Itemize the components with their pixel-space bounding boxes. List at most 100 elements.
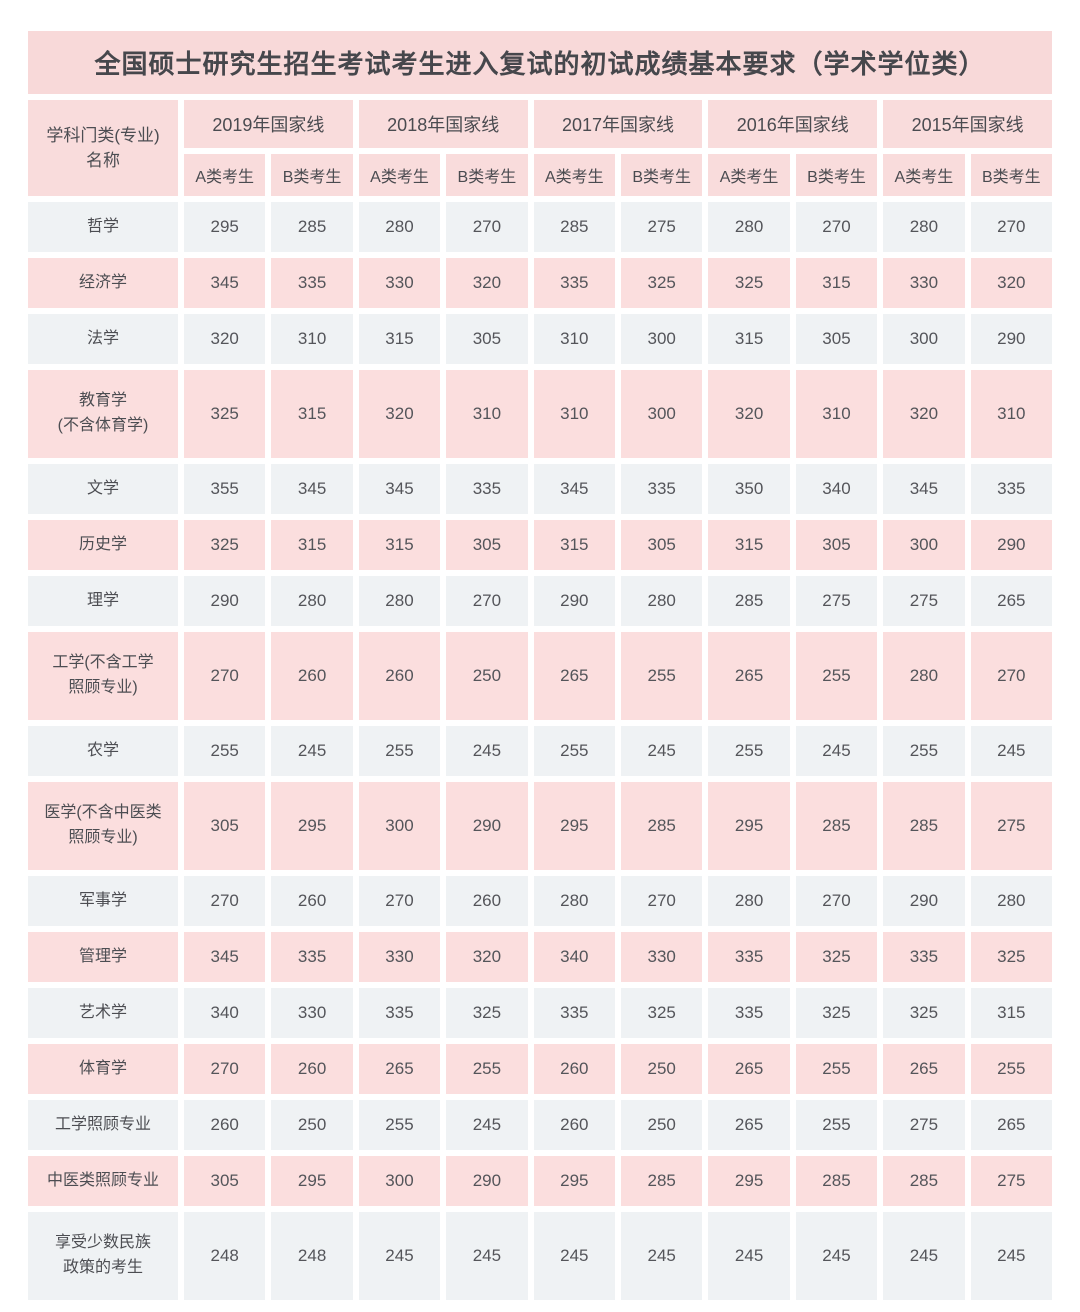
score-cell: 275	[795, 576, 878, 626]
score-cell: 255	[708, 726, 790, 776]
page-title: 全国硕士研究生招生考试考生进入复试的初试成绩基本要求（学术学位类）	[28, 31, 1052, 94]
sub-header-b: B类考生	[970, 154, 1052, 196]
score-cell: 265	[970, 576, 1052, 626]
score-cell: 270	[358, 876, 441, 926]
score-cell: 330	[271, 988, 353, 1038]
sub-header-a: A类考生	[184, 154, 266, 196]
score-cell: 245	[621, 1212, 703, 1300]
score-cell: 265	[708, 1044, 790, 1094]
score-cell: 285	[533, 202, 615, 252]
year-header-2016: 2016年国家线	[708, 100, 878, 148]
score-cell: 248	[271, 1212, 353, 1300]
score-cell: 260	[533, 1044, 615, 1094]
score-cell: 325	[708, 258, 790, 308]
score-cell: 345	[533, 464, 615, 514]
score-cell: 245	[533, 1212, 615, 1300]
score-cell: 315	[795, 258, 878, 308]
score-cell: 325	[795, 932, 878, 982]
score-cell: 340	[184, 988, 266, 1038]
score-cell: 345	[271, 464, 353, 514]
score-cell: 285	[883, 782, 965, 870]
score-cell: 340	[795, 464, 878, 514]
score-cell: 305	[446, 314, 528, 364]
score-cell: 315	[358, 520, 441, 570]
score-cell: 275	[970, 782, 1052, 870]
score-cell: 310	[446, 370, 528, 458]
score-cell: 290	[970, 314, 1052, 364]
sub-header-a: A类考生	[358, 154, 441, 196]
score-cell: 285	[795, 1156, 878, 1206]
score-cell: 315	[271, 370, 353, 458]
score-cell: 310	[271, 314, 353, 364]
score-cell: 345	[358, 464, 441, 514]
score-cell: 245	[795, 726, 878, 776]
row-label: 文学	[28, 464, 178, 514]
score-cell: 265	[883, 1044, 965, 1094]
score-cell: 325	[883, 988, 965, 1038]
score-cell: 245	[621, 726, 703, 776]
score-cell: 280	[621, 576, 703, 626]
score-cell: 290	[970, 520, 1052, 570]
score-cell: 335	[533, 988, 615, 1038]
score-cell: 305	[446, 520, 528, 570]
score-cell: 290	[883, 876, 965, 926]
score-cell: 295	[708, 782, 790, 870]
score-cell: 330	[883, 258, 965, 308]
score-cell: 255	[795, 1044, 878, 1094]
score-cell: 315	[533, 520, 615, 570]
row-label: 体育学	[28, 1044, 178, 1094]
sub-header-b: B类考生	[271, 154, 353, 196]
sub-header-b: B类考生	[446, 154, 528, 196]
row-label: 农学	[28, 726, 178, 776]
score-cell: 355	[184, 464, 266, 514]
score-cell: 255	[795, 1100, 878, 1150]
score-cell: 310	[795, 370, 878, 458]
score-cell: 300	[358, 1156, 441, 1206]
score-cell: 255	[621, 632, 703, 720]
score-cell: 260	[271, 876, 353, 926]
row-label: 工学(不含工学 照顾专业)	[28, 632, 178, 720]
score-cell: 250	[271, 1100, 353, 1150]
score-cell: 275	[621, 202, 703, 252]
score-cell: 270	[795, 202, 878, 252]
sub-header-a: A类考生	[883, 154, 965, 196]
score-cell: 320	[708, 370, 790, 458]
score-cell: 270	[970, 202, 1052, 252]
score-cell: 325	[621, 258, 703, 308]
score-cell: 270	[795, 876, 878, 926]
score-cell: 245	[446, 1100, 528, 1150]
row-label: 历史学	[28, 520, 178, 570]
score-cell: 305	[621, 520, 703, 570]
score-cell: 285	[883, 1156, 965, 1206]
score-cell: 295	[271, 782, 353, 870]
row-label: 哲学	[28, 202, 178, 252]
score-cell: 280	[970, 876, 1052, 926]
score-cell: 330	[358, 932, 441, 982]
score-cell: 285	[271, 202, 353, 252]
score-cell: 285	[708, 576, 790, 626]
year-header-2015: 2015年国家线	[883, 100, 1052, 148]
score-cell: 265	[533, 632, 615, 720]
score-cell: 315	[708, 520, 790, 570]
score-cell: 245	[446, 1212, 528, 1300]
row-label: 中医类照顾专业	[28, 1156, 178, 1206]
row-label: 理学	[28, 576, 178, 626]
sub-header-b: B类考生	[795, 154, 878, 196]
score-cell: 305	[184, 782, 266, 870]
score-cell: 280	[271, 576, 353, 626]
score-cell: 250	[446, 632, 528, 720]
score-cell: 285	[621, 782, 703, 870]
score-cell: 315	[708, 314, 790, 364]
score-cell: 255	[358, 1100, 441, 1150]
score-cell: 300	[358, 782, 441, 870]
score-cell: 295	[533, 1156, 615, 1206]
score-cell: 245	[271, 726, 353, 776]
row-label: 法学	[28, 314, 178, 364]
score-cell: 260	[533, 1100, 615, 1150]
score-cell: 255	[358, 726, 441, 776]
row-label: 艺术学	[28, 988, 178, 1038]
score-cell: 345	[883, 464, 965, 514]
score-cell: 300	[621, 314, 703, 364]
score-cell: 285	[621, 1156, 703, 1206]
score-cell: 290	[184, 576, 266, 626]
